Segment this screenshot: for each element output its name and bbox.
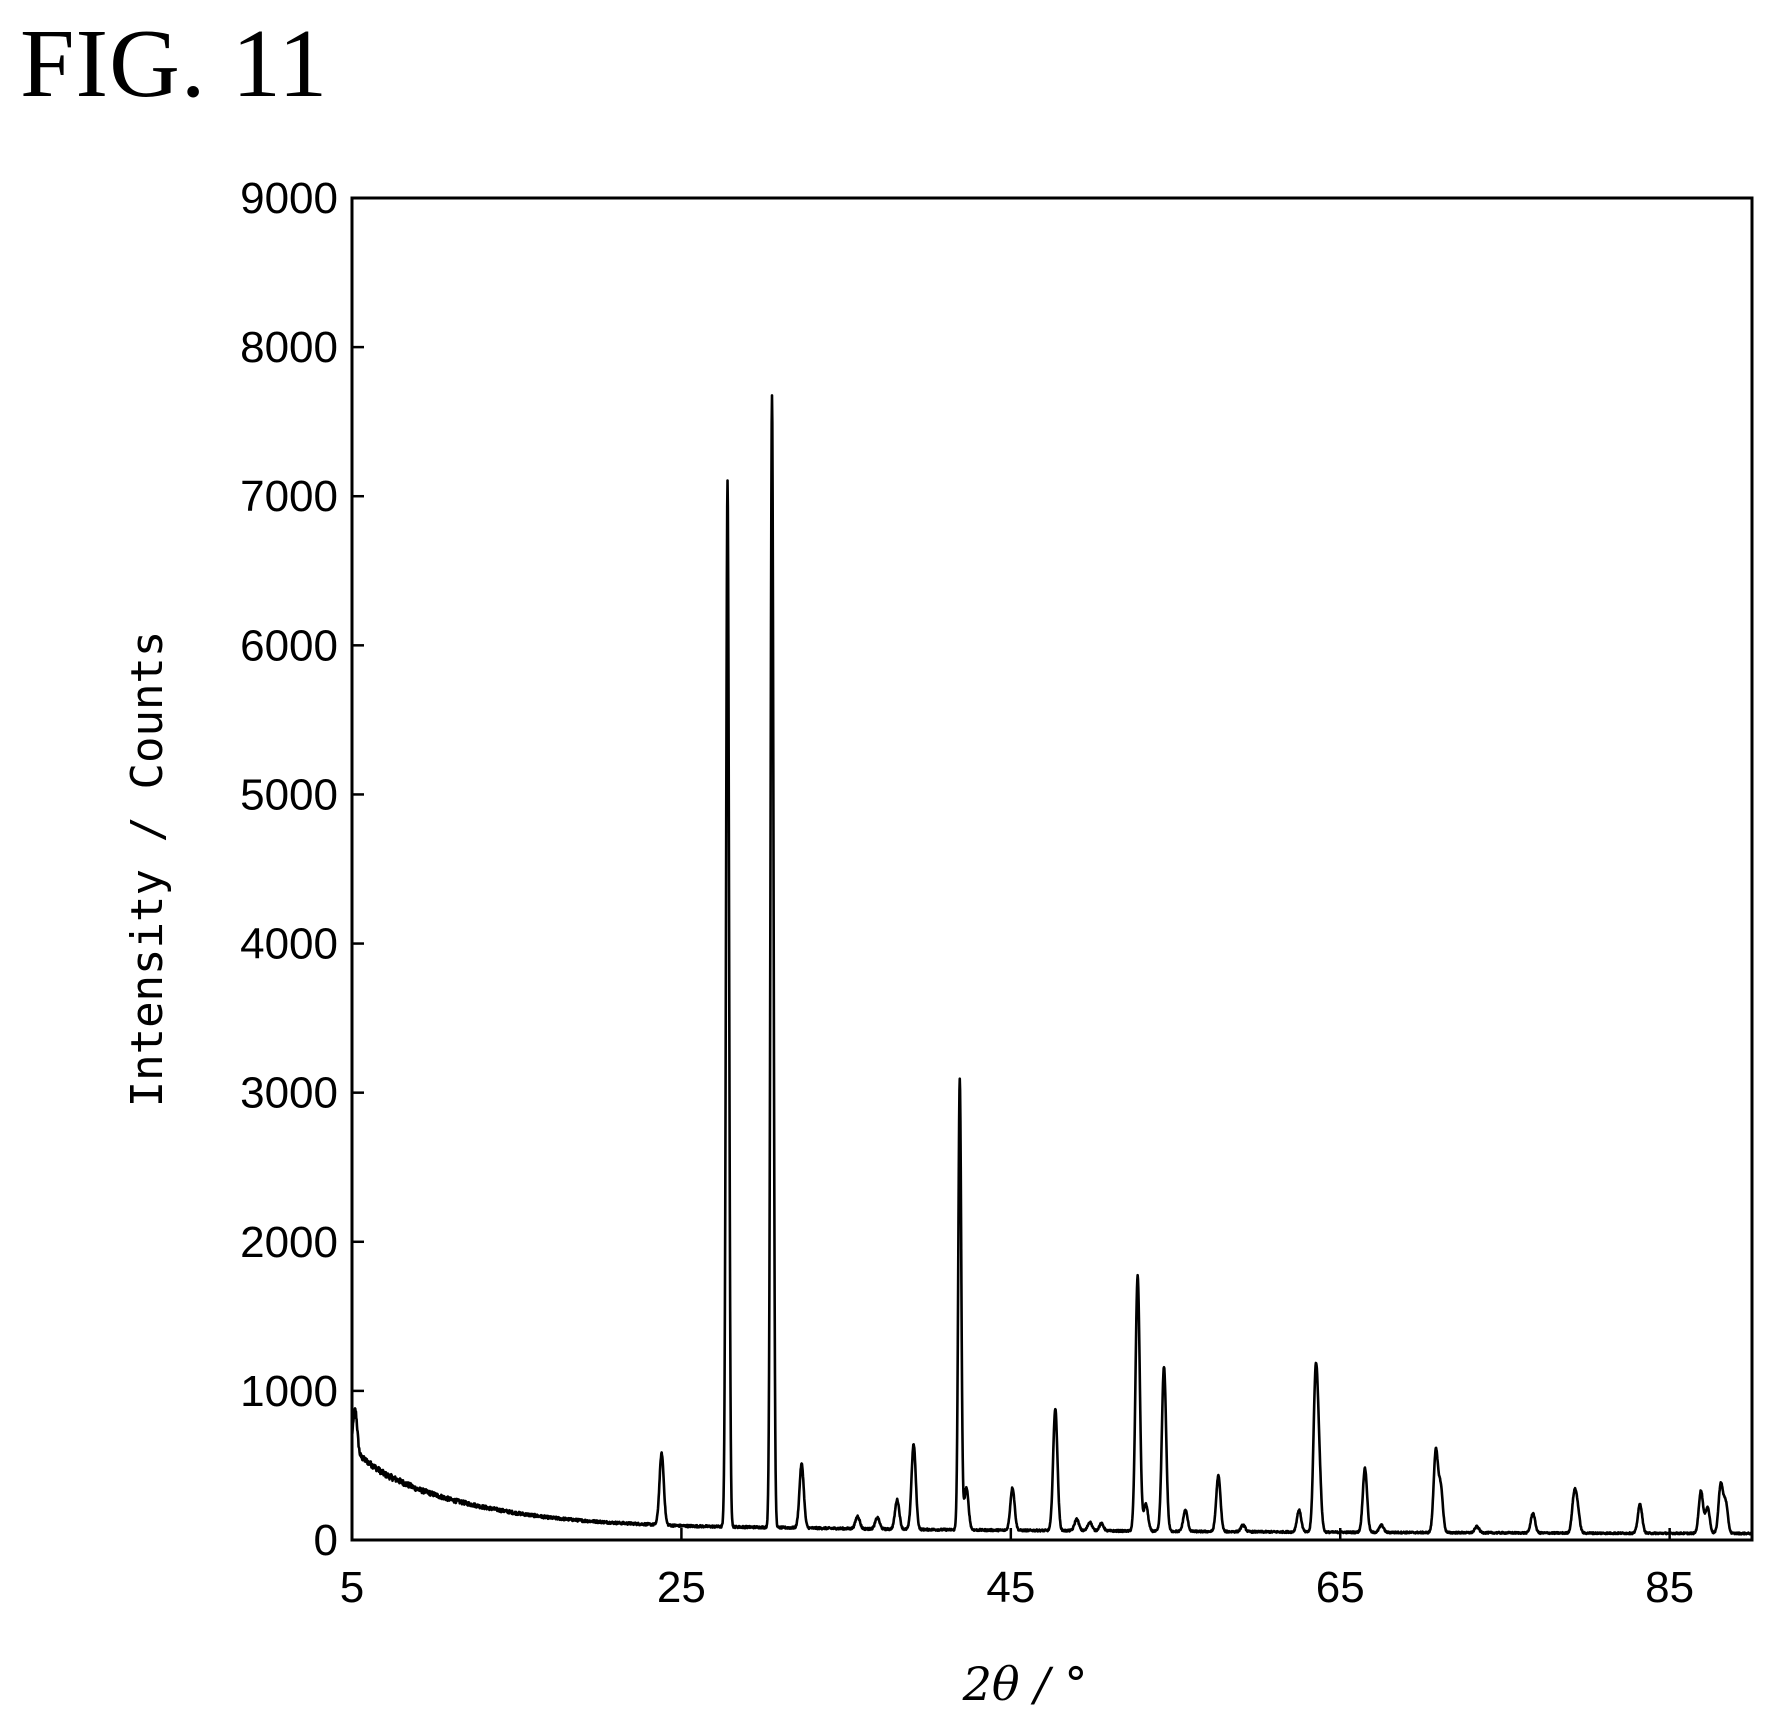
- y-tick-label: 7000: [240, 472, 338, 521]
- y-tick-label: 2000: [240, 1218, 338, 1267]
- x-axis-title: 2θ / °: [962, 1657, 1088, 1711]
- y-tick-label: 3000: [240, 1069, 338, 1118]
- y-tick-label: 4000: [240, 920, 338, 969]
- diffraction-pattern-line: [351, 394, 1754, 1536]
- y-tick-label: 5000: [240, 770, 338, 819]
- y-tick-label: 6000: [240, 621, 338, 670]
- plot-frame: [350, 196, 1754, 1542]
- x-tick-label: 45: [986, 1563, 1035, 1612]
- x-tick-label: 25: [657, 1563, 706, 1612]
- x-tick-label: 85: [1645, 1563, 1694, 1612]
- y-tick-label: 8000: [240, 323, 338, 372]
- figure-label: FIG. 11: [20, 10, 329, 118]
- y-axis-title: Intensity / Counts: [122, 631, 173, 1108]
- y-tick-label: 1000: [240, 1367, 338, 1416]
- y-tick-label: 0: [314, 1516, 338, 1565]
- x-tick-label: 65: [1316, 1563, 1365, 1612]
- y-axis-ticks: 0 1000 2000 3000 4000 5000 6000 7000 8000 9000: [240, 174, 364, 1565]
- x-axis-ticks: 5 25 45 65 85: [340, 1528, 1694, 1612]
- x-tick-label: 5: [340, 1563, 364, 1612]
- y-tick-label: 9000: [240, 174, 338, 223]
